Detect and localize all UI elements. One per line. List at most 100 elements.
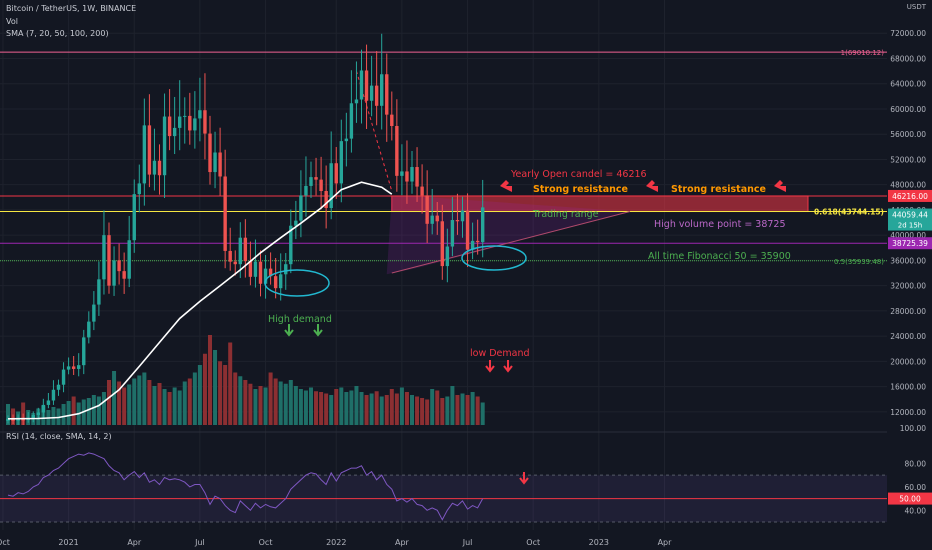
candle — [405, 171, 409, 182]
volume-bar — [309, 387, 313, 425]
volume-bar — [344, 392, 349, 425]
candle — [218, 152, 222, 177]
volume-bar — [470, 392, 475, 425]
volume-bar — [263, 387, 268, 425]
candle — [299, 195, 303, 221]
price-tick-label: 20000.00 — [890, 357, 926, 366]
time-tick-label: Apr — [395, 538, 410, 547]
volume-bar — [208, 335, 212, 425]
time-tick-label: Apr — [127, 538, 142, 547]
currency-label: USDT — [907, 3, 927, 11]
volume-bar — [157, 383, 162, 425]
rsi-50-tag-text: 50.00 — [899, 495, 921, 504]
candle — [400, 171, 404, 176]
rsi-legend[interactable]: RSI (14, close, SMA, 14, 2) — [6, 432, 112, 441]
candle — [425, 195, 429, 224]
candle — [107, 235, 111, 286]
volume-bar — [258, 386, 263, 425]
yearly-open-tag — [888, 189, 932, 202]
candle — [137, 183, 141, 195]
volume-bar — [440, 398, 445, 425]
arrow-icon — [500, 180, 512, 192]
candle — [359, 70, 364, 100]
sma-legend[interactable]: SMA (7, 20, 50, 100, 200) — [6, 29, 109, 38]
volume-bar — [86, 398, 91, 425]
arrow-down-icon — [485, 360, 495, 373]
candle — [268, 268, 273, 277]
candle — [142, 125, 147, 184]
time-tick-label: Apr — [658, 538, 673, 547]
volume-bar — [132, 378, 137, 425]
volume-bar — [91, 395, 96, 425]
volume-bar — [61, 404, 66, 425]
candle — [309, 177, 313, 186]
volume-bar — [223, 365, 228, 425]
candle — [263, 268, 268, 284]
candle — [385, 74, 389, 115]
volume-bar — [137, 375, 142, 425]
candle — [364, 70, 369, 101]
candle — [435, 215, 439, 222]
candle — [380, 74, 384, 106]
price-axis-bg — [887, 0, 932, 550]
candle — [41, 404, 46, 413]
time-tick-label: Jul — [462, 538, 473, 547]
volume-bar — [435, 390, 440, 425]
support-line — [391, 211, 631, 274]
current-price-tag — [888, 208, 932, 231]
demand-ellipse — [264, 269, 330, 297]
volume-bar — [415, 396, 420, 425]
price-tick-label: 48000.00 — [890, 181, 926, 190]
candle — [157, 160, 162, 176]
volume-bar — [51, 407, 56, 425]
volume-bar — [399, 387, 404, 425]
volume-bar — [450, 386, 455, 425]
volume-bar — [278, 381, 283, 425]
candle — [475, 240, 480, 243]
candle — [213, 152, 217, 173]
countdown-text: 2d 15h — [898, 222, 922, 230]
candle — [390, 114, 394, 127]
volume-bar — [202, 353, 207, 425]
price-tick-label: 68000.00 — [890, 54, 926, 63]
volume-bar — [197, 365, 202, 425]
candle — [162, 116, 167, 176]
volume-bar — [379, 396, 384, 425]
candle — [102, 235, 106, 280]
candle — [178, 116, 182, 128]
low-demand-label: low Demand — [470, 348, 530, 359]
volume-bar — [339, 387, 344, 425]
volume-bar — [389, 389, 394, 425]
candle — [97, 279, 101, 305]
volume-bar — [480, 402, 485, 425]
volume-bar — [293, 386, 298, 425]
strong-resistance-label: Strong resistance — [533, 184, 628, 195]
vol-legend[interactable]: Vol — [6, 17, 18, 26]
volume-bar — [228, 342, 233, 425]
candle — [132, 194, 136, 241]
volume-bar — [147, 380, 152, 425]
rsi-tick-label: 80.00 — [905, 459, 927, 468]
price-tick-label: 36000.00 — [890, 256, 926, 265]
volume-bar — [359, 392, 364, 425]
candle — [188, 115, 192, 131]
price-tick-label: 16000.00 — [890, 383, 926, 392]
candle — [415, 167, 419, 187]
volume-bar — [445, 396, 450, 425]
candle — [112, 260, 116, 286]
candle — [314, 177, 318, 180]
candle — [238, 237, 242, 265]
volume-bar — [117, 381, 122, 425]
volume-bar — [404, 392, 409, 425]
candle — [203, 110, 207, 134]
candle — [147, 125, 152, 175]
volume-bar — [107, 380, 111, 425]
volume-bar — [354, 386, 359, 425]
price-tick-label: 56000.00 — [890, 130, 926, 139]
price-tick-label: 32000.00 — [890, 282, 926, 291]
volume-bar — [334, 389, 339, 425]
candle — [51, 389, 56, 401]
candle — [122, 271, 126, 279]
candle — [243, 237, 248, 262]
